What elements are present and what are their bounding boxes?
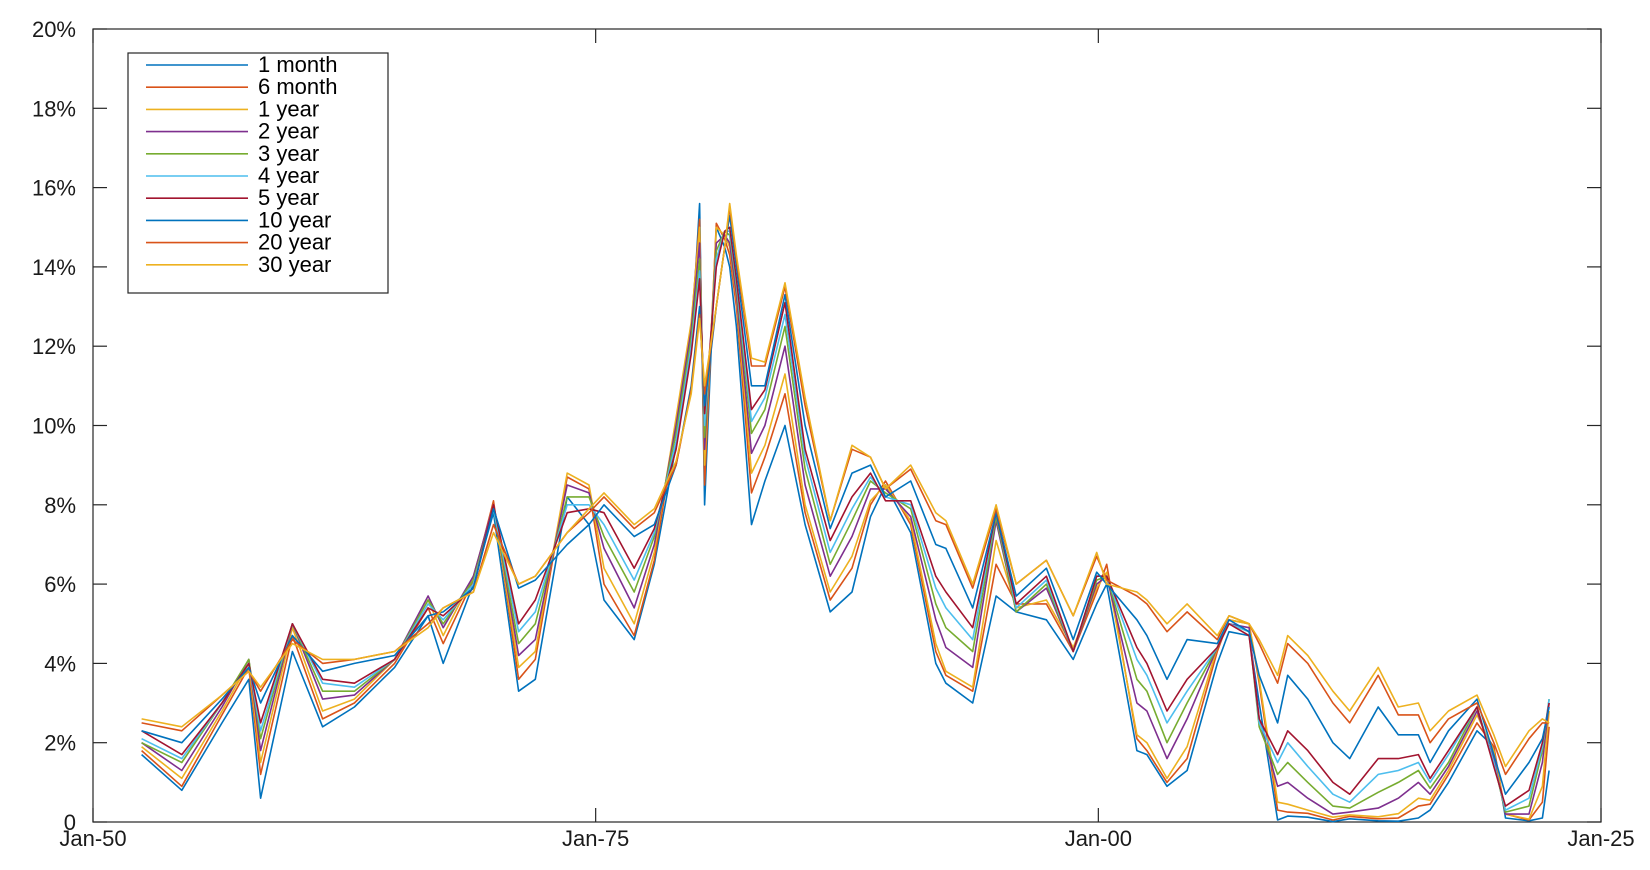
series-line-2-year <box>141 234 1550 815</box>
x-tick-label: Jan-00 <box>1065 826 1132 851</box>
y-tick-label: 10% <box>32 414 76 439</box>
x-tick-labels: Jan-50 Jan-75 Jan-00 Jan-25 <box>59 826 1634 851</box>
y-tick-label: 6% <box>44 572 76 597</box>
x-tick-label: Jan-25 <box>1567 826 1634 851</box>
legend-label: 4 year <box>258 163 319 188</box>
y-tick-label: 14% <box>32 255 76 280</box>
y-tick-label: 20% <box>32 17 76 42</box>
y-tick-label: 4% <box>44 651 76 676</box>
x-tick-label: Jan-50 <box>59 826 126 851</box>
series-lines <box>141 202 1550 823</box>
y-tick-labels: 0 2% 4% 6% 8% 10% 12% 14% 16% 18% 20% <box>32 17 76 835</box>
y-tick-label: 8% <box>44 493 76 518</box>
x-tick-label: Jan-75 <box>562 826 629 851</box>
series-line-30-year <box>141 202 1550 768</box>
axis-ticks <box>92 28 1602 823</box>
legend-label: 3 year <box>258 141 319 166</box>
legend-label: 1 month <box>258 52 338 77</box>
series-line-10-year <box>141 214 1550 796</box>
y-tick-label: 0 <box>64 810 76 835</box>
legend-label: 5 year <box>258 185 319 210</box>
y-tick-label: 18% <box>32 96 76 121</box>
legend-label: 20 year <box>258 230 331 255</box>
y-tick-label: 16% <box>32 176 76 201</box>
legend-label: 6 month <box>258 74 338 99</box>
legend-label: 2 year <box>258 119 319 144</box>
legend-label: 30 year <box>258 252 331 277</box>
legend-label: 10 year <box>258 207 331 232</box>
legend-box <box>127 52 389 294</box>
y-tick-label: 2% <box>44 731 76 756</box>
legend-label: 1 year <box>258 96 319 121</box>
y-tick-label: 12% <box>32 334 76 359</box>
